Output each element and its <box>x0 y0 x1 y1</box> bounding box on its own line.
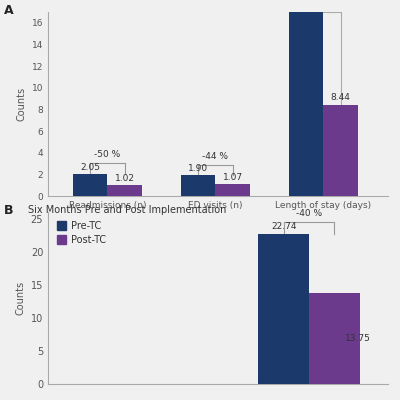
Y-axis label: Counts: Counts <box>16 87 26 121</box>
Text: 22.74: 22.74 <box>271 222 296 231</box>
Legend: Pre-TC, Post-TC: Pre-TC, Post-TC <box>53 217 110 248</box>
Bar <box>107 185 142 196</box>
Bar <box>258 234 309 384</box>
Text: A: A <box>4 4 14 17</box>
Y-axis label: Counts: Counts <box>15 281 25 315</box>
Bar <box>181 176 215 196</box>
Text: -44 %: -44 % <box>202 152 228 161</box>
Text: -40 %: -40 % <box>296 210 322 218</box>
X-axis label: Outcome: Outcome <box>190 216 246 226</box>
Text: B: B <box>4 204 14 217</box>
Text: 1.90: 1.90 <box>188 164 208 173</box>
Text: 8.44: 8.44 <box>330 94 350 102</box>
Text: 2.05: 2.05 <box>80 163 100 172</box>
Bar <box>289 12 323 196</box>
Bar <box>323 105 358 196</box>
Bar <box>309 293 360 384</box>
Text: -50 %: -50 % <box>94 150 120 159</box>
Text: 13.75: 13.75 <box>345 334 371 343</box>
Text: 1.07: 1.07 <box>222 173 243 182</box>
Text: Six Months Pre and Post Implementation: Six Months Pre and Post Implementation <box>28 205 226 215</box>
Text: 1.02: 1.02 <box>115 174 135 183</box>
Bar <box>215 184 250 196</box>
Bar <box>73 174 107 196</box>
